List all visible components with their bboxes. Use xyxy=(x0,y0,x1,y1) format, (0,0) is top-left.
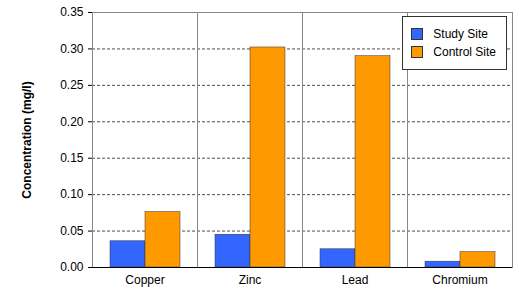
svg-text:Zinc: Zinc xyxy=(239,273,262,287)
svg-text:0.30: 0.30 xyxy=(60,42,84,56)
svg-text:0.35: 0.35 xyxy=(60,5,84,19)
html-text:Study Site: Study Site xyxy=(433,27,488,41)
svg-text:Concentration (mg/l): Concentration (mg/l) xyxy=(20,81,34,198)
svg-text:0.25: 0.25 xyxy=(60,78,84,92)
svg-text:0.00: 0.00 xyxy=(60,260,84,274)
svg-text:0.10: 0.10 xyxy=(60,187,84,201)
svg-text:0.05: 0.05 xyxy=(60,224,84,238)
svg-text:Chromium: Chromium xyxy=(432,273,487,287)
svg-text:0.20: 0.20 xyxy=(60,115,84,129)
svg-text:Lead: Lead xyxy=(342,273,369,287)
svg-text:Copper: Copper xyxy=(125,273,164,287)
html-text:Control Site: Control Site xyxy=(433,45,496,59)
svg-text:0.15: 0.15 xyxy=(60,151,84,165)
